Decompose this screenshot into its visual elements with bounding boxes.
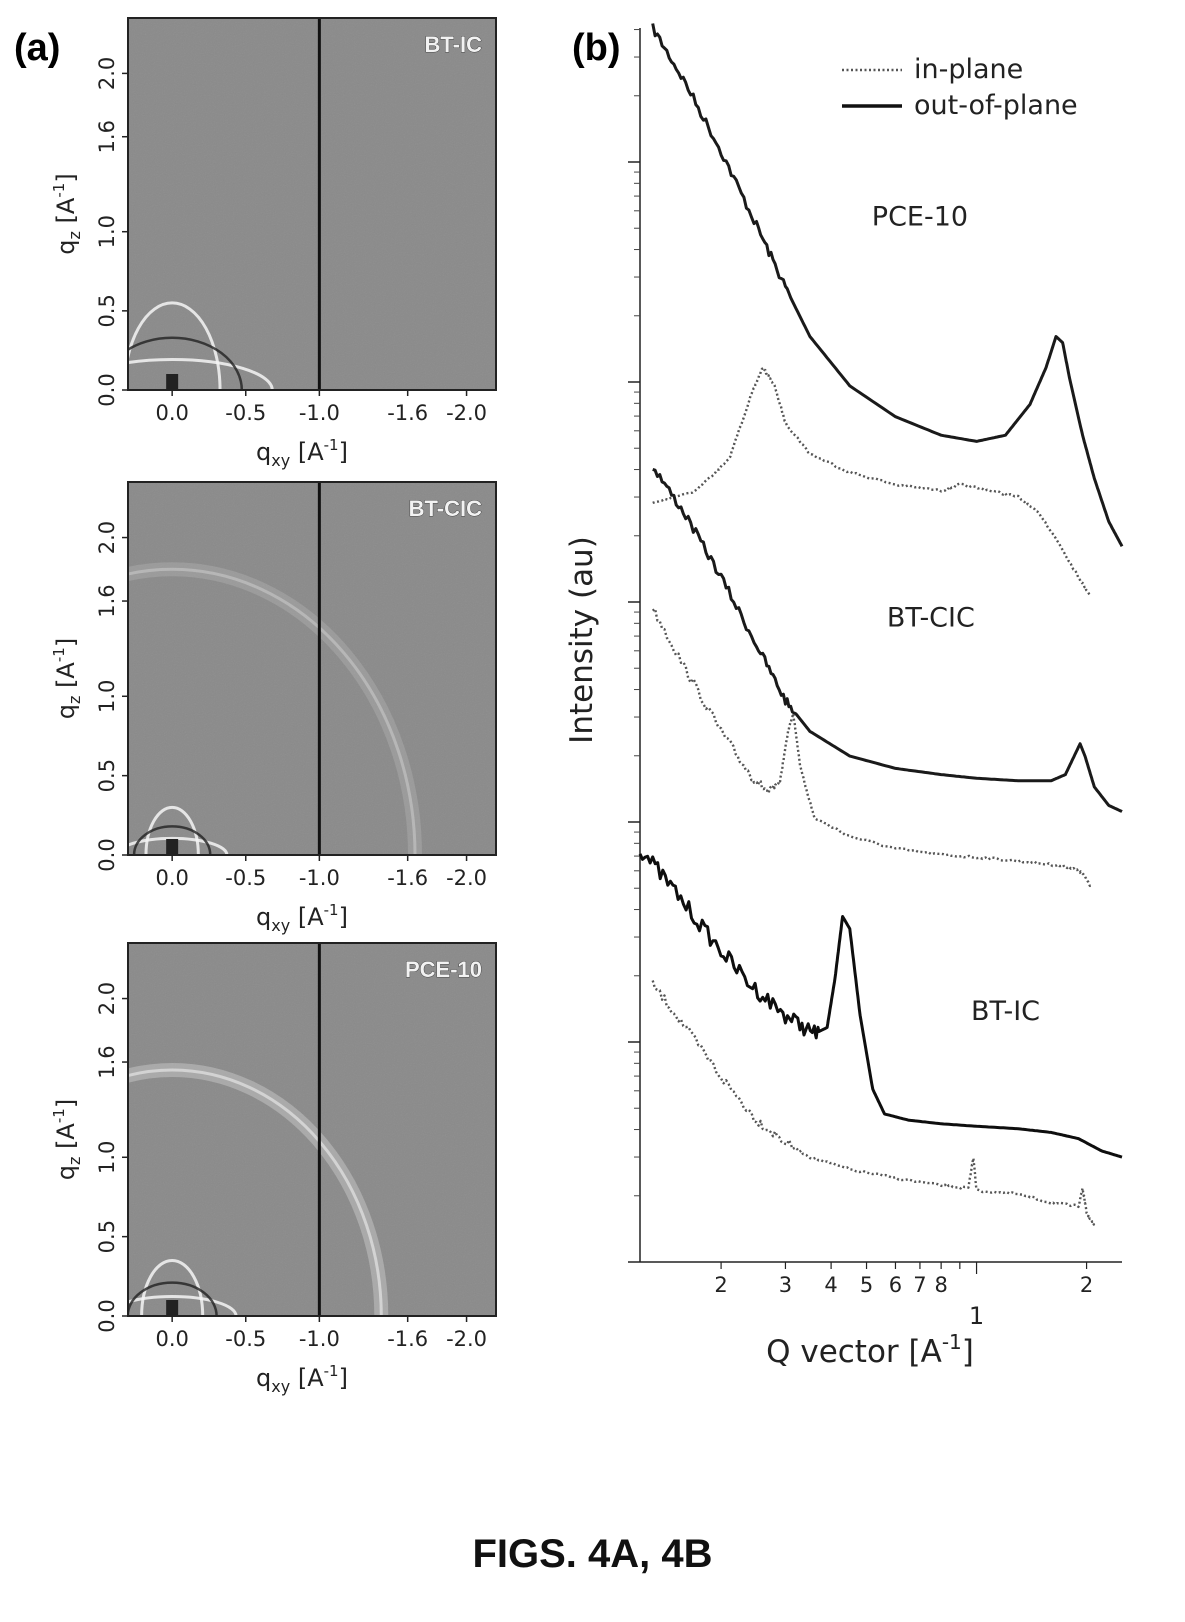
sample-label: BT-IC [971, 996, 1040, 1027]
y-tick-label: 2.0 [95, 521, 119, 554]
x-tick-label: 8 [934, 1273, 947, 1297]
x-tick-label: -1.0 [299, 1327, 340, 1351]
x-tick-label: -0.5 [225, 866, 266, 890]
y-axis-label: qz [A-1] [50, 1099, 84, 1180]
map-grain [128, 18, 496, 390]
x-tick-label: -2.0 [446, 401, 487, 425]
x-minor-ticks [720, 1262, 1088, 1274]
x-tick-label: 4 [824, 1273, 837, 1297]
y-tick-label: 2.0 [95, 982, 119, 1015]
y-tick-label: 1.6 [95, 1045, 119, 1078]
map-pce-10: PCE-10 0.0 -0.5 -1.0 -1.6 -2.0 0.0 0.5 1.0 1.6 2.0… [50, 942, 497, 1396]
panel-a-label: (a) [14, 27, 60, 69]
y-axis-label: qz [A-1] [50, 173, 84, 254]
panel-b-line-chart: 2 3 4 5 6 7 8 2 1Q vector [A-1] Intensity (au) PCE… [564, 23, 1124, 1370]
x-tick-label: 3 [779, 1273, 792, 1297]
y-tick-label: 1.6 [95, 584, 119, 617]
x-tick-label: -1.6 [387, 866, 428, 890]
legend: in-plane out-of-plane [842, 54, 1078, 121]
y-minor-ticks [628, 29, 640, 1263]
x-tick-label: 5 [860, 1273, 873, 1297]
x-tick-label: 0.0 [155, 401, 188, 425]
panel-b-label: (b) [572, 27, 621, 69]
y-tick-label: 1.0 [95, 1141, 119, 1174]
scattering-ring [128, 1063, 389, 1316]
y-tick-label: 1.6 [95, 120, 119, 153]
map-frame [127, 481, 497, 856]
map-title: BT-CIC [409, 496, 482, 521]
x-tick-label: -0.5 [225, 401, 266, 425]
y-tick-label: 0.0 [95, 1299, 119, 1332]
x-tick-label: -1.0 [299, 401, 340, 425]
series-pce-10-in-plane [652, 366, 1092, 597]
series-bt-cic-in-plane [651, 607, 1092, 888]
x-tick-label: 6 [889, 1273, 902, 1297]
x-tick-label: 0.0 [155, 1327, 188, 1351]
x-tick-label: -2.0 [446, 866, 487, 890]
x-tick-label: -1.0 [299, 866, 340, 890]
panel-a-maps: BT-IC 0.0 -0.5 -1.0 -1.6 -2.0 0.0 0.5 1.0 1.6 2.0 q… [50, 17, 497, 1396]
x-tick-label: 0.0 [155, 866, 188, 890]
sample-label: BT-CIC [887, 602, 975, 633]
x-decade-label: 1 [969, 1302, 984, 1330]
map-grain [128, 482, 496, 855]
series-bt-ic-out-of-plane [638, 853, 1123, 1159]
x-axis-label: qxy [A-1] [256, 901, 348, 935]
x-tick-label: -0.5 [225, 1327, 266, 1351]
legend-entry: in-plane [914, 54, 1023, 85]
y-tick-label: 0.5 [95, 294, 119, 327]
map-grain [128, 943, 496, 1316]
map-frame [127, 942, 497, 1317]
x-tick-label: -2.0 [446, 1327, 487, 1351]
sample-label: PCE-10 [872, 201, 968, 232]
x-tick-label: -1.6 [387, 1327, 428, 1351]
y-axis-title: Intensity (au) [564, 536, 600, 744]
series-bt-cic-out-of-plane [652, 467, 1123, 813]
series-pce-10-out-of-plane [651, 23, 1124, 547]
y-axis-label: qz [A-1] [50, 638, 84, 719]
map-frame [127, 17, 497, 391]
y-tick-label: 0.5 [95, 759, 119, 792]
y-tick-label: 2.0 [95, 57, 119, 90]
x-tick-label: -1.6 [387, 401, 428, 425]
x-tick-label: 2 [714, 1273, 727, 1297]
y-tick-label: 0.0 [95, 373, 119, 406]
map-bt-ic: BT-IC 0.0 -0.5 -1.0 -1.6 -2.0 0.0 0.5 1.0 1.6 2.0 q… [50, 17, 497, 470]
map-bt-cic: BT-CIC 0.0 -0.5 -1.0 -1.6 -2.0 0.0 0.5 1.0 1.6 2.0… [50, 481, 497, 935]
map-title: PCE-10 [405, 957, 482, 982]
x-axis-title: Q vector [A-1] [766, 1330, 974, 1370]
figure-caption: FIGS. 4A, 4B [472, 1532, 713, 1576]
x-tick-label: 2 [1080, 1273, 1093, 1297]
map-title: BT-IC [425, 32, 483, 57]
x-axis-label: qxy [A-1] [256, 1362, 348, 1396]
y-tick-label: 1.0 [95, 680, 119, 713]
y-tick-label: 1.0 [95, 215, 119, 248]
legend-entry: out-of-plane [914, 90, 1078, 121]
x-tick-label: 7 [913, 1273, 926, 1297]
scattering-ring [128, 805, 229, 855]
y-tick-label: 0.5 [95, 1220, 119, 1253]
x-axis-label: qxy [A-1] [256, 436, 348, 470]
y-tick-label: 0.0 [95, 838, 119, 871]
